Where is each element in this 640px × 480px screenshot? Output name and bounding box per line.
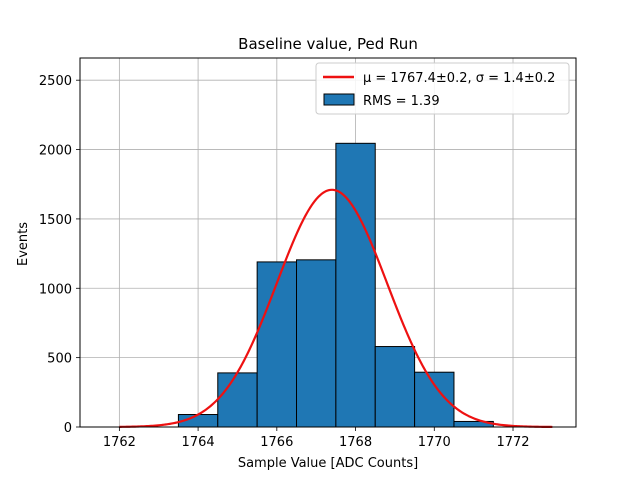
legend-box: [315, 62, 570, 115]
y-tick-label: 1500: [39, 213, 72, 228]
gaussian-fit-curve: [119, 188, 553, 429]
x-tick-label: 1762: [103, 435, 136, 450]
x-axis-label: Sample Value [ADC Counts]: [238, 456, 418, 471]
grid: [80, 58, 576, 428]
x-tick-label: 1764: [182, 435, 215, 450]
axis-ticks: 1762 1764 1766 1768 1770 1772 0 500 1000 1500 2000…: [39, 74, 530, 450]
legend: μ = 1767.4±0.2, σ = 1.4±0.2 RMS = 1.39: [315, 62, 570, 115]
plot-frame: [79, 57, 577, 428]
histogram-bar: [335, 142, 376, 428]
x-tick-label: 1770: [418, 435, 451, 450]
histogram-bar: [414, 371, 455, 428]
y-tick-label: 0: [64, 421, 72, 436]
y-tick-label: 2000: [39, 144, 72, 159]
histogram-bars: [177, 142, 494, 428]
chart-title: Baseline value, Ped Run: [238, 35, 418, 53]
y-tick-label: 1000: [39, 282, 72, 297]
histogram-bar: [296, 259, 337, 428]
y-tick-label: 2500: [39, 74, 72, 89]
x-tick-label: 1766: [260, 435, 293, 450]
histogram-bar: [256, 261, 298, 428]
histogram-bar: [374, 346, 416, 428]
legend-hist-label: RMS = 1.39: [363, 94, 440, 109]
legend-fit-label: μ = 1767.4±0.2, σ = 1.4±0.2: [363, 71, 555, 86]
y-axis-label: Events: [16, 222, 31, 266]
fit-curve-group: [119, 188, 553, 429]
y-tick-label: 500: [47, 352, 72, 367]
histogram-bar: [217, 372, 258, 428]
x-tick-label: 1772: [496, 435, 529, 450]
x-tick-label: 1768: [339, 435, 372, 450]
legend-hist-swatch: [323, 93, 355, 106]
